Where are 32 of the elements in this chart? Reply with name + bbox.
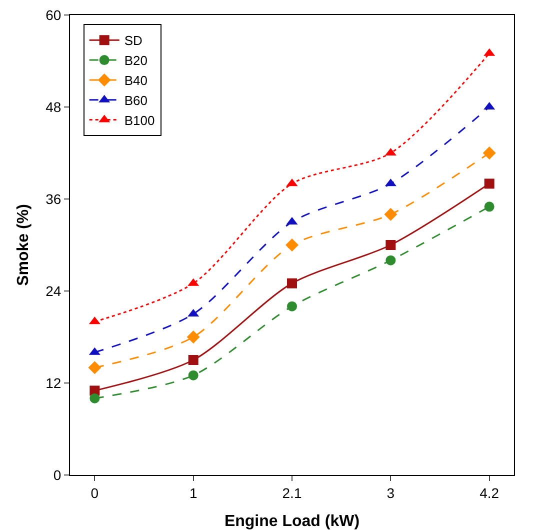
legend-label: B100 [124, 112, 155, 128]
y-tick-label: 60 [46, 6, 62, 23]
x-tick-label: 4.2 [480, 484, 500, 501]
legend-label: B60 [124, 92, 148, 108]
y-tick-label: 12 [46, 374, 62, 391]
x-tick-label: 2.1 [282, 484, 302, 501]
x-tick-label: 0 [90, 484, 99, 501]
point [484, 178, 494, 189]
legend-label: B40 [124, 73, 148, 88]
x-axis-title: Engine Load (kW) [224, 513, 360, 530]
y-tick-label: 48 [46, 98, 62, 115]
point [88, 361, 102, 374]
point [188, 355, 198, 365]
point [287, 301, 297, 312]
point [90, 393, 100, 404]
point [286, 238, 298, 252]
y-tick-label: 36 [46, 190, 62, 207]
x-tick-label: 3 [386, 484, 395, 501]
legend-label: SD [124, 33, 142, 48]
legend-label: B20 [124, 53, 148, 68]
point [484, 202, 494, 212]
x-tick-label: 1 [189, 484, 198, 501]
point [188, 370, 198, 380]
point [386, 255, 396, 266]
point [287, 278, 297, 288]
point [384, 208, 398, 221]
y-axis-title: Smoke (%) [15, 204, 32, 286]
y-tick-label: 0 [53, 466, 62, 483]
point [186, 330, 200, 344]
y-tick-label: 24 [46, 282, 62, 299]
point [482, 146, 496, 160]
point [386, 240, 396, 250]
